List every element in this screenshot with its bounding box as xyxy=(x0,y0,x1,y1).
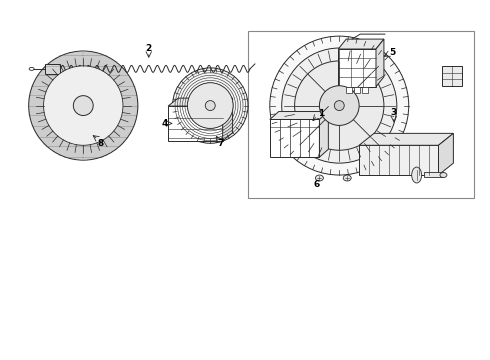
Bar xyxy=(424,172,443,177)
Text: 5: 5 xyxy=(390,49,396,58)
Bar xyxy=(354,87,360,93)
Ellipse shape xyxy=(270,36,409,175)
Ellipse shape xyxy=(334,100,344,111)
Bar xyxy=(168,106,222,141)
Ellipse shape xyxy=(343,175,351,181)
Bar xyxy=(45,64,60,74)
Polygon shape xyxy=(222,98,233,141)
Bar xyxy=(270,120,319,157)
Ellipse shape xyxy=(29,51,138,160)
Bar xyxy=(338,49,376,87)
Polygon shape xyxy=(270,112,328,120)
Bar xyxy=(248,31,474,198)
Polygon shape xyxy=(439,133,453,175)
Text: 2: 2 xyxy=(146,44,152,53)
Bar xyxy=(442,66,462,86)
Text: 7: 7 xyxy=(217,139,223,148)
Ellipse shape xyxy=(188,83,233,129)
Ellipse shape xyxy=(74,96,93,116)
Text: 6: 6 xyxy=(313,180,319,189)
Polygon shape xyxy=(319,112,328,157)
Text: 1: 1 xyxy=(318,109,324,118)
Polygon shape xyxy=(376,39,384,87)
Text: 4: 4 xyxy=(161,119,168,128)
Ellipse shape xyxy=(319,86,359,125)
Ellipse shape xyxy=(172,68,248,143)
Text: 8: 8 xyxy=(98,139,104,148)
Bar xyxy=(362,87,368,93)
Polygon shape xyxy=(338,39,384,49)
Ellipse shape xyxy=(44,66,123,145)
Polygon shape xyxy=(168,98,233,106)
Ellipse shape xyxy=(205,100,215,111)
Polygon shape xyxy=(359,145,439,175)
Ellipse shape xyxy=(282,48,397,163)
Ellipse shape xyxy=(294,61,384,150)
Ellipse shape xyxy=(412,167,421,183)
Ellipse shape xyxy=(316,175,323,181)
Text: 3: 3 xyxy=(391,108,397,117)
Ellipse shape xyxy=(29,67,34,70)
Ellipse shape xyxy=(440,172,447,177)
Bar xyxy=(346,87,352,93)
Polygon shape xyxy=(359,133,453,145)
